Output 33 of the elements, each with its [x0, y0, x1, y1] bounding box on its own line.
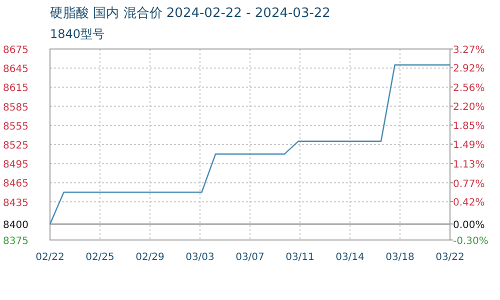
y2-tick-label: 1.85%: [453, 120, 485, 132]
y-tick-label: 8375: [3, 236, 28, 247]
y2-tick-label: 2.20%: [453, 102, 485, 114]
y-tick-label: 8525: [3, 140, 28, 152]
x-tick-label: 03/03: [186, 252, 214, 263]
y2-tick-label: 3.27%: [453, 45, 485, 56]
x-tick-label: 03/11: [286, 252, 314, 263]
y-tick-label: 8555: [3, 121, 28, 132]
y-tick-label: 8645: [3, 64, 28, 76]
y-tick-label: 8615: [3, 83, 28, 94]
y2-tick-label: -0.30%: [453, 236, 488, 247]
y-tick-label: 8675: [3, 45, 28, 56]
y-tick-label: 8435: [3, 198, 28, 209]
x-tick-label: 03/22: [436, 252, 464, 263]
y2-tick-label: 1.49%: [453, 140, 485, 152]
x-tick-label: 02/25: [86, 252, 114, 263]
x-tick-label: 03/18: [386, 252, 414, 263]
y2-tick-label: 1.13%: [453, 159, 485, 170]
y2-tick-label: 0.00%: [453, 220, 485, 231]
y2-tick-label: 0.77%: [453, 178, 485, 190]
y-tick-label: 8495: [3, 160, 28, 171]
x-tick-label: 02/22: [36, 252, 64, 263]
y-tick-label: 8400: [3, 220, 28, 232]
y-tick-label: 8585: [3, 102, 28, 114]
x-tick-label: 03/14: [336, 252, 364, 263]
chart-title: 硬脂酸 国内 混合价 2024-02-22 - 2024-03-22: [50, 6, 330, 21]
y2-tick-label: 2.56%: [453, 82, 485, 94]
x-tick-label: 03/07: [236, 252, 264, 263]
x-tick-label: 02/29: [136, 252, 164, 263]
y2-tick-label: 2.92%: [453, 64, 485, 75]
chart-subtitle: 1840型号: [50, 27, 105, 41]
y-tick-label: 8465: [3, 178, 28, 190]
y2-tick-label: 0.42%: [453, 197, 485, 208]
